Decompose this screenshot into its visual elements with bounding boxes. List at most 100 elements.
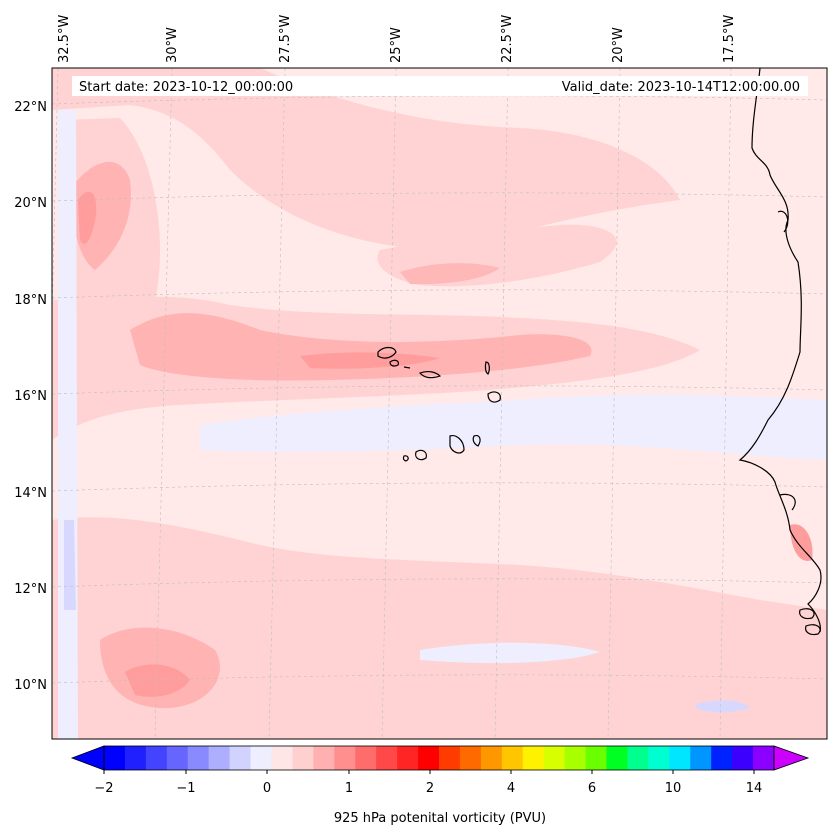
colorbar-segment [229, 746, 252, 770]
colorbar-tick-label: −2 [94, 781, 113, 796]
colorbar-segment [334, 746, 356, 770]
start-date-label: Start date: 2023-10-12_00:00:00 [79, 80, 293, 95]
pv-blob-coast-max [790, 524, 813, 561]
colorbar-ticks [103, 770, 755, 774]
colorbar-segment [187, 746, 210, 770]
lon-label: 17.5°W [722, 15, 737, 63]
lon-label: 32.5°W [57, 15, 72, 63]
lat-label: 20°N [14, 196, 47, 211]
lat-label: 16°N [14, 389, 47, 404]
meridian-22-5w [494, 68, 509, 739]
island-sal [484, 361, 490, 375]
colorbar-segment [732, 746, 754, 770]
lon-label: 20°W [611, 27, 626, 63]
pv-band-north-arc [52, 68, 680, 250]
colorbar-segment [564, 746, 587, 770]
coastal-inlet-1 [777, 210, 789, 233]
colorbar-tick-label: 4 [507, 781, 515, 796]
colorbar-tick-label: 10 [665, 781, 682, 796]
island-santiago [449, 435, 465, 454]
coastal-island-bissau [799, 608, 815, 620]
colorbar-segment [124, 746, 147, 770]
colorbar-segment [480, 746, 503, 770]
colorbar-segment [690, 746, 712, 770]
pv-strip-west-max [78, 191, 97, 244]
valid-date-label: Valid_date: 2023-10-14T12:00:00.00 [562, 80, 800, 95]
meridian-30w [154, 68, 173, 739]
colorbar-segment [250, 746, 273, 770]
coastal-island-bissau-2 [805, 624, 821, 636]
graticule [52, 68, 827, 739]
lat-label: 18°N [14, 293, 47, 308]
colorbar-segment [145, 746, 168, 770]
coastlines [738, 68, 822, 636]
colorbar-segment [711, 746, 733, 770]
lon-label: 30°W [165, 27, 180, 63]
pv-band-south [52, 517, 827, 739]
island-sao-vicente [389, 359, 399, 367]
colorbar-tick-label: 6 [588, 781, 596, 796]
island-santo-antao [377, 346, 397, 359]
colorbar-extend-min-arrow [72, 746, 104, 770]
parallel-18n [52, 289, 827, 299]
pv-band-arc-east-core [400, 263, 500, 285]
low-pv-strip-west-edge [58, 110, 78, 739]
colorbar-segment [459, 746, 482, 770]
colorbar-segment [543, 746, 566, 770]
colorbar-segment [313, 746, 335, 770]
colorbar-segment [271, 746, 294, 770]
meridian-27-5w [268, 68, 286, 739]
lon-label: 25°W [389, 27, 404, 63]
meridian-20w [607, 68, 621, 739]
colorbar-segment [292, 746, 314, 770]
parallel-10n [52, 674, 827, 684]
lat-label: 22°N [14, 100, 47, 115]
colorbar-tick-labels: −2 −1 0 1 2 4 6 10 14 [94, 781, 762, 796]
parallel-16n [52, 385, 827, 395]
date-header-background [72, 76, 808, 96]
pv-contour-fills [52, 68, 827, 739]
colorbar-segment [585, 746, 608, 770]
latitude-labels: 22°N 20°N 18°N 16°N 14°N 12°N 10°N [14, 100, 47, 693]
map-frame [51, 67, 828, 740]
parallel-14n [52, 482, 827, 492]
colorbar-segments [104, 746, 775, 770]
lat-label: 12°N [14, 582, 47, 597]
negative-pv-fills [58, 110, 827, 739]
colorbar: −2 −1 0 1 2 4 6 10 14 925 hPa potenital … [70, 745, 810, 826]
colorbar-tick-label: 0 [263, 781, 271, 796]
colorbar-segment [606, 746, 629, 770]
colorbar-segment [439, 746, 461, 770]
colorbar-segment [522, 746, 545, 770]
low-pv-south-east [696, 700, 750, 713]
colorbar-segment [648, 746, 670, 770]
longitude-labels: 32.5°W 30°W 27.5°W 25°W 22.5°W 20°W 17.5… [57, 15, 737, 63]
colorbar-segment [501, 746, 524, 770]
colorbar-extend-max-arrow [774, 746, 808, 770]
lat-label: 14°N [14, 486, 47, 501]
colorbar-segment [208, 746, 231, 770]
pv-band-main-core [130, 313, 592, 381]
colorbar-segment [166, 746, 189, 770]
colorbar-segment [376, 746, 398, 770]
parallel-12n [52, 578, 827, 588]
colorbar-segment [627, 746, 649, 770]
island-sao-nicolau [419, 370, 442, 379]
colorbar-segment [418, 746, 440, 770]
meridian-17-5w [719, 68, 732, 739]
island-santa-luzia [403, 366, 411, 369]
colorbar-title: 925 hPa potenital vorticity (PVU) [334, 811, 546, 826]
colorbar-tick-label: 14 [746, 781, 763, 796]
parallel-20n [52, 192, 827, 202]
island-fogo [415, 449, 427, 461]
colorbar-max-arrow-outline [773, 745, 810, 771]
west-africa-coastline [738, 68, 822, 633]
low-pv-strip-west-core [64, 520, 76, 610]
map-panel: Start date: 2023-10-12_00:00:00 Valid_da… [52, 68, 827, 739]
lon-label: 27.5°W [278, 15, 293, 63]
colorbar-tick-label: −1 [176, 781, 195, 796]
lat-label: 10°N [14, 678, 47, 693]
low-pv-south [420, 642, 600, 664]
cape-verde-islands [377, 346, 501, 462]
